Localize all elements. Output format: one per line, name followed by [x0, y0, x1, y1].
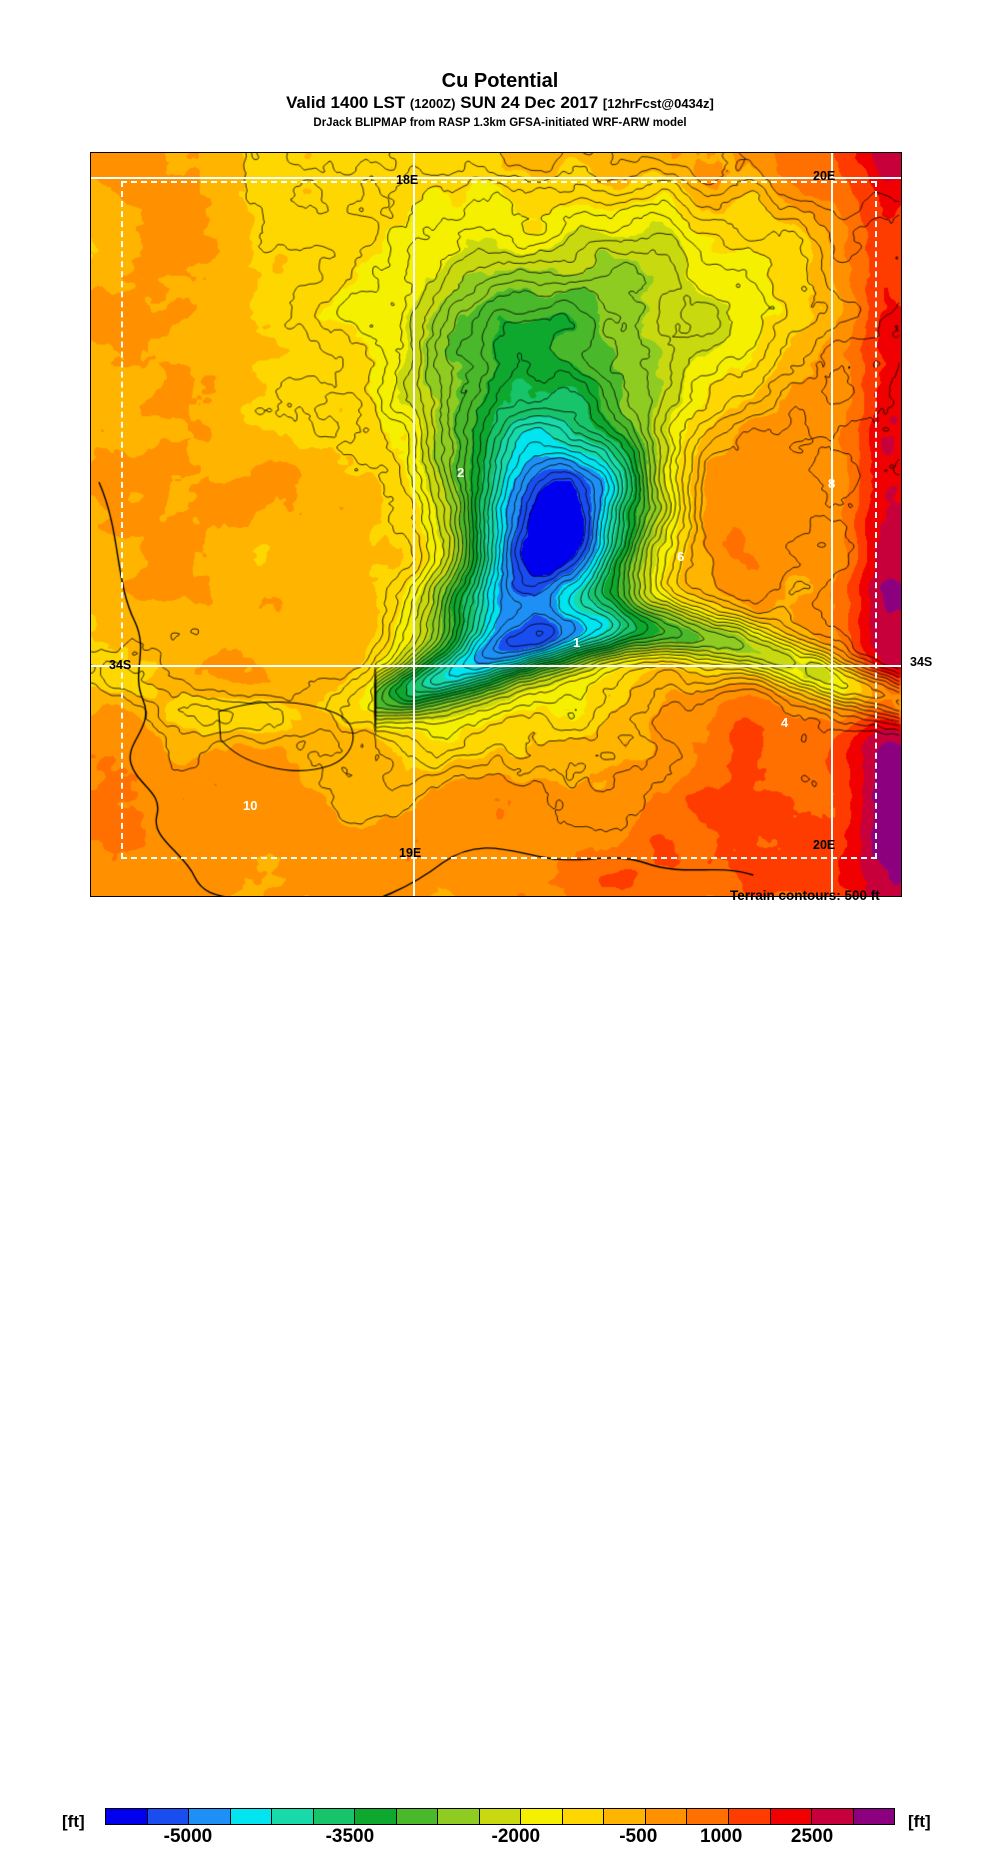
colorbar-band-9	[479, 1809, 522, 1824]
colorbar-band-4	[272, 1809, 314, 1824]
colorbar-unit-left: [ft]	[62, 1812, 85, 1831]
colorbar-band-3	[230, 1809, 273, 1824]
valid-time-line: Valid 1400 LST (1200Z) SUN 24 Dec 2017 […	[0, 92, 1000, 115]
outside-coord-label-0: 34S	[910, 655, 933, 669]
colorbar-band-8	[438, 1809, 480, 1824]
colorbar-band-1	[147, 1809, 190, 1824]
forecast-tag: [12hrFcst@0434z]	[602, 96, 714, 111]
colorbar-band-13	[645, 1809, 688, 1824]
colorbar-band-18	[853, 1809, 895, 1824]
map-plot-area[interactable]: 18E 20E 34S 19E 20E 2 6 8 1 4 10	[90, 152, 902, 897]
terrain-contour-note: Terrain contours: 500 ft	[730, 888, 880, 903]
colorbar-unit-right: [ft]	[908, 1812, 931, 1831]
valid-time-zulu: (1200Z)	[409, 96, 456, 111]
colorbar-band-15	[728, 1809, 771, 1824]
colorbar-band-14	[687, 1809, 729, 1824]
colorbar-band-2	[189, 1809, 231, 1824]
colorbar-band-5	[313, 1809, 356, 1824]
colorbar-band-12	[604, 1809, 646, 1824]
colorbar-band-0	[106, 1809, 148, 1824]
colorbar-tick-1: -3500	[325, 1826, 375, 1847]
colorbar-tick-5: 2500	[790, 1826, 834, 1847]
colorbar-band-7	[396, 1809, 439, 1824]
valid-time-prefix: Valid 1400 LST	[286, 93, 406, 112]
colorbar-band-6	[355, 1809, 397, 1824]
title-block: Cu Potential Valid 1400 LST (1200Z) SUN …	[0, 70, 1000, 131]
colorbar-band-17	[812, 1809, 854, 1824]
colorbar-tick-0: -5000	[163, 1826, 213, 1847]
valid-date: SUN 24 Dec 2017	[460, 93, 599, 112]
cu-potential-field	[91, 153, 901, 896]
colorbar-tick-2: -2000	[491, 1826, 541, 1847]
colorbar-row: [ft] -5000 -3500 -2000 -500 1000 2500 [ft]	[0, 900, 1000, 1847]
colorbar-band-11	[562, 1809, 605, 1824]
colorbar-band-16	[770, 1809, 813, 1824]
colorbar-tick-labels: -5000 -3500 -2000 -500 1000 2500	[105, 1826, 895, 1850]
colorbar-scale[interactable]	[105, 1808, 895, 1825]
colorbar-band-10	[521, 1809, 563, 1824]
colorbar-tick-4: 1000	[700, 1826, 743, 1847]
model-source-line: DrJack BLIPMAP from RASP 1.3km GFSA-init…	[313, 117, 687, 129]
page-title: Cu Potential	[441, 70, 559, 92]
colorbar-tick-3: -500	[619, 1826, 658, 1847]
